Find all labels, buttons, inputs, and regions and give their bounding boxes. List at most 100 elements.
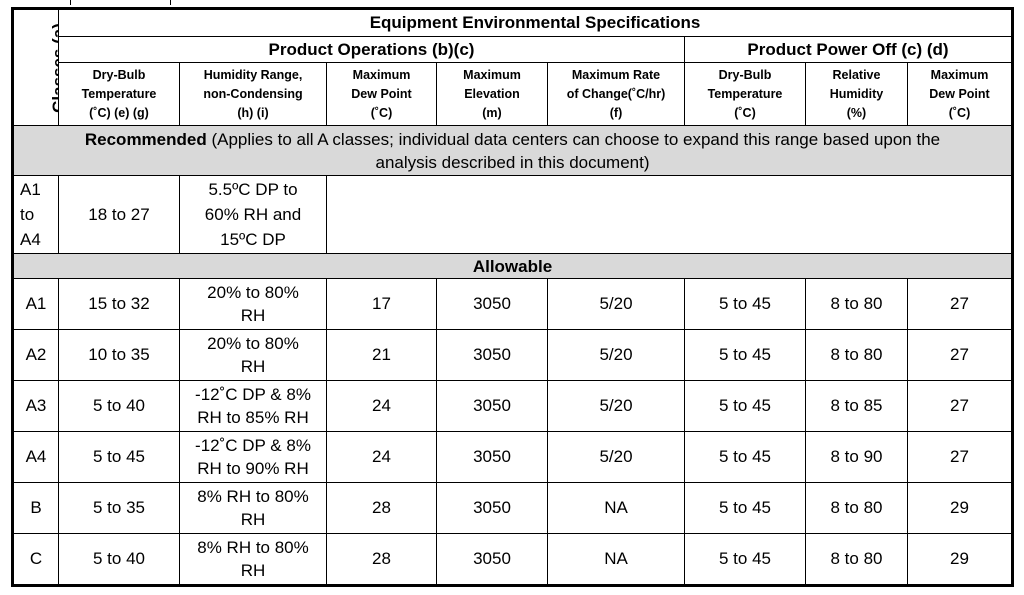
col-off-dry-bulb: Dry-Bulb Temperature (˚C) [684, 62, 806, 126]
allowable-rows: A1 15 to 32 20% to 80% RH 17 3050 5/20 5 to 45 8… [12, 278, 1013, 586]
rec-humidity-line: 60% RH and [204, 205, 302, 224]
class-cell: B [12, 482, 59, 534]
max-dew-cell: 17 [326, 278, 437, 330]
humidity-line: 8% RH to 80% [197, 538, 309, 557]
dry-bulb-cell: 5 to 45 [58, 431, 180, 483]
recommended-humidity: 5.5ºC DP to 60% RH and 15ºC DP [179, 175, 327, 254]
col-max-dew: Maximum Dew Point (˚C) [326, 62, 437, 126]
rec-humidity-line: 15ºC DP [220, 230, 286, 249]
recommended-text-1: (Applies to all A classes; individual da… [206, 129, 941, 149]
col-humidity: Humidity Range, non-Condensing (h) (i) [179, 62, 327, 126]
max-elevation-cell: 3050 [436, 329, 548, 381]
col-line: Maximum [930, 67, 989, 82]
rec-class-line: to [20, 205, 35, 224]
humidity-cell: -12˚C DP & 8% RH to 90% RH [179, 431, 327, 483]
table-row: A3 5 to 40 -12˚C DP & 8% RH to 85% RH 24 3050… [12, 380, 1013, 432]
off-rh-cell: 8 to 90 [805, 431, 908, 483]
off-dry-bulb-cell: 5 to 45 [684, 482, 806, 534]
rec-class-line: A1 [20, 180, 41, 199]
humidity-cell: 8% RH to 80% RH [179, 533, 327, 586]
col-line: (h) (i) [237, 105, 269, 120]
col-line: Temperature [707, 86, 783, 101]
off-dew-cell: 27 [907, 278, 1013, 330]
col-line: (˚C) (e) (g) [89, 105, 149, 120]
col-line: Elevation [464, 86, 520, 101]
rec-class-line: A4 [20, 230, 41, 249]
off-dry-bulb-cell: 5 to 45 [684, 329, 806, 381]
off-rh-cell: 8 to 80 [805, 329, 908, 381]
col-line: Dry-Bulb [92, 67, 146, 82]
group-operations: Product Operations (b)(c) [58, 36, 685, 63]
col-line: (˚C) [370, 105, 393, 120]
humidity-line: RH to 90% RH [197, 459, 309, 478]
col-line: (%) [846, 105, 867, 120]
humidity-cell: 8% RH to 80% RH [179, 482, 327, 534]
humidity-line: -12˚C DP & 8% [195, 385, 311, 404]
allowable-band: Allowable [12, 253, 1013, 279]
off-rh-cell: 8 to 80 [805, 533, 908, 586]
class-cell: A4 [12, 431, 59, 483]
dry-bulb-cell: 5 to 40 [58, 380, 180, 432]
off-dew-cell: 29 [907, 482, 1013, 534]
off-rh-cell: 8 to 80 [805, 278, 908, 330]
col-line: non-Condensing [203, 86, 303, 101]
dry-bulb-cell: 15 to 32 [58, 278, 180, 330]
col-off-dew: Maximum Dew Point (˚C) [907, 62, 1013, 126]
off-dew-cell: 27 [907, 380, 1013, 432]
max-rate-cell: NA [547, 533, 685, 586]
table-row: A2 10 to 35 20% to 80% RH 21 3050 5/20 5 to 45 8… [12, 329, 1013, 381]
recommended-band: Recommended (Applies to all A classes; i… [12, 125, 1013, 176]
max-dew-cell: 24 [326, 431, 437, 483]
col-line: Humidity Range, [203, 67, 303, 82]
off-rh-cell: 8 to 85 [805, 380, 908, 432]
humidity-line: RH [240, 357, 266, 376]
max-rate-cell: NA [547, 482, 685, 534]
max-elevation-cell: 3050 [436, 431, 548, 483]
table-row: A1 15 to 32 20% to 80% RH 17 3050 5/20 5 to 45 8… [12, 278, 1013, 330]
col-line: Maximum [463, 67, 521, 82]
class-cell: A3 [12, 380, 59, 432]
max-rate-cell: 5/20 [547, 431, 685, 483]
humidity-line: 20% to 80% [207, 283, 299, 302]
rec-humidity-line: 5.5ºC DP to [208, 180, 298, 199]
col-max-elevation: Maximum Elevation (m) [436, 62, 548, 126]
humidity-line: RH to 85% RH [197, 408, 309, 427]
fragment-tick [170, 0, 171, 5]
humidity-line: 20% to 80% [207, 334, 299, 353]
recommended-dry-bulb: 18 to 27 [58, 175, 180, 254]
top-page-fragment [10, 0, 1010, 6]
recommended-text-2: analysis described in this document) [375, 152, 650, 172]
classes-label: Classes (a) [48, 22, 59, 113]
col-line: Temperature [81, 86, 157, 101]
col-line: of Change(˚C/hr) [566, 86, 666, 101]
max-rate-cell: 5/20 [547, 278, 685, 330]
humidity-line: RH [240, 561, 266, 580]
off-dry-bulb-cell: 5 to 45 [684, 431, 806, 483]
off-dew-cell: 27 [907, 329, 1013, 381]
recommended-blank [326, 175, 1013, 254]
max-elevation-cell: 3050 [436, 278, 548, 330]
humidity-cell: 20% to 80% RH [179, 329, 327, 381]
col-line: Maximum [352, 67, 411, 82]
humidity-cell: 20% to 80% RH [179, 278, 327, 330]
max-elevation-cell: 3050 [436, 482, 548, 534]
col-line: (˚C) [734, 105, 756, 120]
dry-bulb-cell: 5 to 35 [58, 482, 180, 534]
col-dry-bulb: Dry-Bulb Temperature (˚C) (e) (g) [58, 62, 180, 126]
col-line: (m) [482, 105, 502, 120]
recommended-class: A1 to A4 [12, 175, 59, 254]
max-dew-cell: 28 [326, 533, 437, 586]
classes-header: Classes (a) [12, 8, 59, 126]
col-max-rate: Maximum Rate of Change(˚C/hr) (f) [547, 62, 685, 126]
col-line: Relative [832, 67, 881, 82]
col-line: Dew Point [351, 86, 412, 101]
col-line: Dry-Bulb [718, 67, 772, 82]
humidity-line: 8% RH to 80% [197, 487, 309, 506]
humidity-cell: -12˚C DP & 8% RH to 85% RH [179, 380, 327, 432]
humidity-line: -12˚C DP & 8% [195, 436, 311, 455]
off-dry-bulb-cell: 5 to 45 [684, 278, 806, 330]
humidity-line: RH [240, 306, 266, 325]
col-line: Humidity [829, 86, 884, 101]
